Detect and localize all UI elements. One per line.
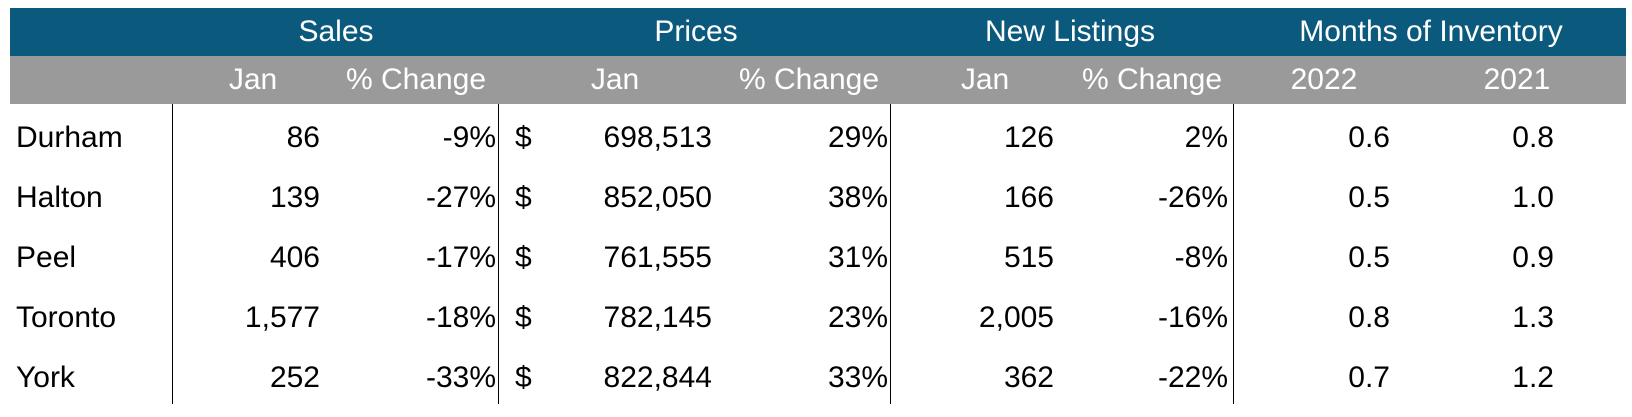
listings-change-value: -22% <box>1157 361 1228 394</box>
price-change-value: 23% <box>827 301 888 334</box>
subheader-prices-jan: Jan <box>590 63 640 96</box>
currency-symbol: $ <box>515 241 532 274</box>
price-change-value: 33% <box>827 361 888 394</box>
sales-change-value: -9% <box>442 121 496 154</box>
inventory-2021-value: 1.2 <box>1512 361 1554 394</box>
price-jan-value: 761,555 <box>603 241 712 274</box>
group-header-new-listings: New Listings <box>984 15 1156 48</box>
group-header-sales: Sales <box>298 15 374 48</box>
table-row: Halton 139 -27% $ 852,050 38% 166 -26% 0… <box>10 168 1626 228</box>
sales-jan-value: 139 <box>269 181 320 214</box>
sales-jan-value: 1,577 <box>244 301 320 334</box>
inventory-2022-value: 0.5 <box>1348 241 1390 274</box>
inventory-2021-value: 1.3 <box>1512 301 1554 334</box>
subheader-listings-change: % Change <box>1081 63 1223 96</box>
listings-jan-value: 2,005 <box>978 301 1054 334</box>
region-name: Halton <box>16 181 103 214</box>
price-jan-value: 852,050 <box>603 181 712 214</box>
currency-symbol: $ <box>515 181 532 214</box>
inventory-2022-value: 0.6 <box>1348 121 1390 154</box>
listings-change-value: -8% <box>1174 241 1228 274</box>
subheader-sales-change: % Change <box>345 63 487 96</box>
listings-change-value: -26% <box>1157 181 1228 214</box>
listings-change-value: -16% <box>1157 301 1228 334</box>
table-body: Durham 86 -9% $ 698,513 29% 126 2% 0.6 0… <box>10 104 1626 404</box>
currency-symbol: $ <box>515 361 532 394</box>
table-row: York 252 -33% $ 822,844 33% 362 -22% 0.7… <box>10 348 1626 408</box>
sales-change-value: -17% <box>425 241 496 274</box>
inventory-2022-value: 0.8 <box>1348 301 1390 334</box>
inventory-2021-value: 0.9 <box>1512 241 1554 274</box>
price-change-value: 29% <box>827 121 888 154</box>
inventory-2022-value: 0.5 <box>1348 181 1390 214</box>
inventory-2022-value: 0.7 <box>1348 361 1390 394</box>
divider-after-prices <box>890 104 891 404</box>
listings-jan-value: 126 <box>1003 121 1054 154</box>
divider-after-new-listings <box>1233 104 1234 404</box>
price-change-value: 38% <box>827 181 888 214</box>
listings-jan-value: 166 <box>1003 181 1054 214</box>
listings-jan-value: 515 <box>1003 241 1054 274</box>
sales-change-value: -27% <box>425 181 496 214</box>
subheader-listings-jan: Jan <box>960 63 1010 96</box>
region-name: Toronto <box>16 301 117 334</box>
region-name: Peel <box>16 241 77 274</box>
sales-jan-value: 252 <box>269 361 320 394</box>
price-jan-value: 698,513 <box>603 121 712 154</box>
listings-change-value: 2% <box>1184 121 1228 154</box>
price-change-value: 31% <box>827 241 888 274</box>
sub-header-row: Jan % Change Jan % Change Jan % Change 2… <box>10 56 1626 104</box>
market-summary-table: Sales Prices New Listings Months of Inve… <box>10 8 1626 404</box>
currency-symbol: $ <box>515 121 532 154</box>
price-jan-value: 782,145 <box>603 301 712 334</box>
group-header-prices: Prices <box>654 15 738 48</box>
sales-change-value: -18% <box>425 301 496 334</box>
region-name: York <box>16 361 75 394</box>
subheader-sales-jan: Jan <box>228 63 278 96</box>
inventory-2021-value: 1.0 <box>1512 181 1554 214</box>
region-name: Durham <box>16 121 123 154</box>
divider-after-sales <box>498 104 499 404</box>
sales-change-value: -33% <box>425 361 496 394</box>
subheader-inventory-2022: 2022 <box>1290 63 1358 96</box>
table-row: Durham 86 -9% $ 698,513 29% 126 2% 0.6 0… <box>10 108 1626 168</box>
inventory-2021-value: 0.8 <box>1512 121 1554 154</box>
currency-symbol: $ <box>515 301 532 334</box>
group-header-row: Sales Prices New Listings Months of Inve… <box>10 8 1626 56</box>
sales-jan-value: 406 <box>269 241 320 274</box>
table-row: Peel 406 -17% $ 761,555 31% 515 -8% 0.5 … <box>10 228 1626 288</box>
sales-jan-value: 86 <box>286 121 320 154</box>
subheader-prices-change: % Change <box>738 63 880 96</box>
subheader-inventory-2021: 2021 <box>1483 63 1551 96</box>
table-row: Toronto 1,577 -18% $ 782,145 23% 2,005 -… <box>10 288 1626 348</box>
divider-after-region <box>172 104 173 404</box>
group-header-months-of-inventory: Months of Inventory <box>1299 15 1563 48</box>
price-jan-value: 822,844 <box>603 361 712 394</box>
listings-jan-value: 362 <box>1003 361 1054 394</box>
